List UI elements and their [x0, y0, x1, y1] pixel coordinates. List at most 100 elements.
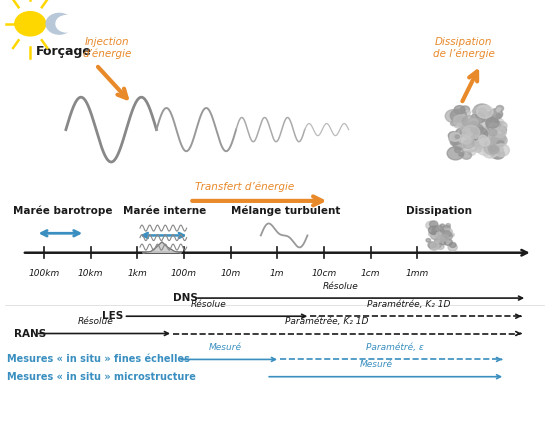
- Circle shape: [477, 105, 493, 118]
- Circle shape: [470, 124, 483, 134]
- Circle shape: [442, 231, 451, 238]
- Circle shape: [483, 131, 489, 136]
- Text: Mesuré: Mesuré: [360, 360, 393, 369]
- Circle shape: [494, 144, 509, 156]
- Text: 1m: 1m: [270, 269, 284, 278]
- Circle shape: [485, 136, 497, 145]
- Circle shape: [480, 138, 490, 146]
- Circle shape: [455, 135, 460, 138]
- Circle shape: [426, 221, 436, 229]
- Circle shape: [461, 137, 471, 144]
- Circle shape: [450, 109, 467, 122]
- Circle shape: [452, 118, 463, 126]
- Circle shape: [497, 141, 504, 146]
- Circle shape: [445, 232, 450, 236]
- Circle shape: [469, 134, 481, 144]
- Circle shape: [490, 146, 497, 152]
- Circle shape: [444, 239, 452, 245]
- Circle shape: [492, 132, 505, 142]
- Circle shape: [460, 131, 465, 135]
- Circle shape: [56, 16, 77, 32]
- Circle shape: [436, 232, 445, 238]
- Circle shape: [445, 110, 462, 123]
- Circle shape: [461, 121, 469, 127]
- Circle shape: [468, 118, 479, 127]
- Text: Marée interne: Marée interne: [123, 206, 206, 216]
- Circle shape: [486, 138, 501, 150]
- Circle shape: [484, 143, 499, 155]
- Circle shape: [492, 145, 503, 153]
- Circle shape: [472, 126, 476, 129]
- Circle shape: [449, 132, 458, 140]
- Text: Paramétrée, K₂ 1D: Paramétrée, K₂ 1D: [285, 317, 368, 326]
- Circle shape: [435, 244, 439, 247]
- Circle shape: [429, 221, 438, 228]
- Circle shape: [458, 134, 470, 143]
- Circle shape: [448, 244, 457, 251]
- Circle shape: [486, 120, 501, 131]
- Circle shape: [449, 133, 464, 144]
- Circle shape: [470, 119, 478, 124]
- Circle shape: [461, 106, 469, 113]
- Circle shape: [454, 147, 458, 150]
- Circle shape: [496, 108, 501, 111]
- Circle shape: [477, 142, 494, 155]
- Circle shape: [498, 140, 504, 145]
- Circle shape: [450, 233, 454, 236]
- Text: RANS: RANS: [14, 328, 46, 339]
- Circle shape: [428, 226, 439, 234]
- Circle shape: [430, 242, 439, 249]
- Circle shape: [478, 146, 482, 149]
- Circle shape: [477, 137, 489, 147]
- Circle shape: [462, 151, 472, 159]
- Circle shape: [469, 121, 478, 128]
- Circle shape: [440, 240, 446, 245]
- Circle shape: [445, 229, 452, 235]
- Circle shape: [451, 140, 458, 146]
- Circle shape: [487, 129, 503, 142]
- Circle shape: [488, 127, 497, 135]
- Circle shape: [496, 105, 503, 111]
- Circle shape: [475, 147, 481, 152]
- Circle shape: [426, 238, 430, 242]
- Circle shape: [480, 112, 493, 121]
- Circle shape: [444, 233, 452, 240]
- Circle shape: [443, 226, 450, 231]
- Text: 10cm: 10cm: [311, 269, 337, 278]
- Circle shape: [433, 226, 442, 234]
- Circle shape: [490, 119, 495, 124]
- Circle shape: [472, 112, 485, 123]
- Circle shape: [455, 127, 472, 140]
- Circle shape: [494, 127, 506, 137]
- Circle shape: [440, 229, 444, 232]
- Circle shape: [471, 118, 480, 125]
- Circle shape: [462, 116, 478, 128]
- Circle shape: [456, 132, 466, 140]
- Circle shape: [461, 131, 468, 137]
- Circle shape: [454, 122, 462, 128]
- Circle shape: [488, 143, 501, 152]
- Circle shape: [497, 122, 507, 130]
- Circle shape: [489, 129, 497, 136]
- Circle shape: [436, 244, 444, 249]
- Circle shape: [461, 126, 473, 136]
- Circle shape: [498, 121, 502, 125]
- Circle shape: [15, 12, 46, 36]
- Circle shape: [432, 228, 442, 236]
- Text: Mesures « in situ » microstructure: Mesures « in situ » microstructure: [7, 372, 195, 382]
- Circle shape: [486, 118, 499, 128]
- Text: Mélange turbulent: Mélange turbulent: [231, 206, 340, 216]
- Circle shape: [468, 133, 474, 138]
- Circle shape: [489, 109, 503, 119]
- Circle shape: [487, 127, 502, 139]
- Circle shape: [453, 140, 466, 149]
- Circle shape: [461, 126, 467, 131]
- Circle shape: [479, 108, 486, 113]
- Circle shape: [462, 125, 480, 139]
- Circle shape: [497, 132, 501, 134]
- Circle shape: [489, 123, 498, 130]
- Circle shape: [455, 148, 460, 152]
- Text: 100m: 100m: [171, 269, 197, 278]
- Circle shape: [430, 232, 441, 240]
- Circle shape: [468, 149, 475, 155]
